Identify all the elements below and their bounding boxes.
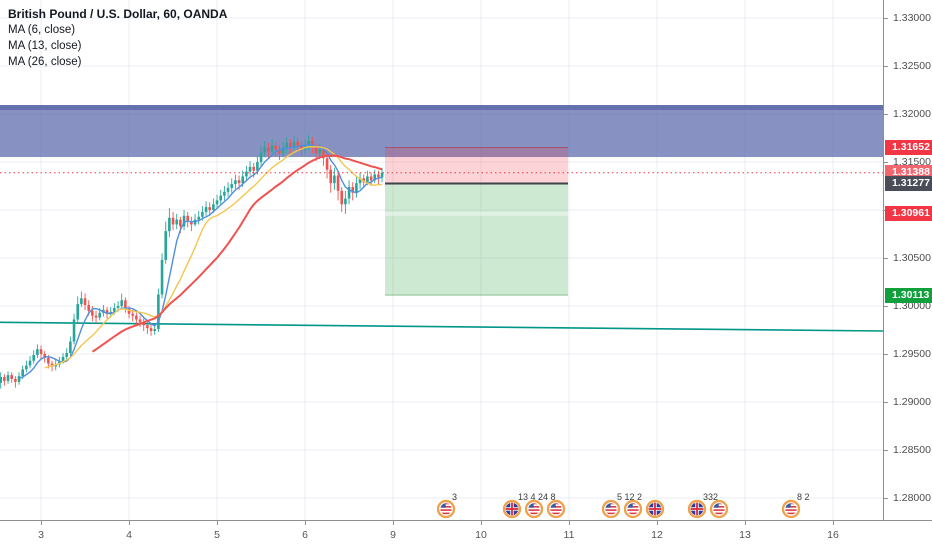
short-position-tool[interactable] [385, 146, 568, 296]
price-level-label: 1.30113 [885, 287, 932, 303]
economic-event-marker[interactable]: 8 2 [781, 492, 810, 519]
event-count-badge: 13 4 24 8 [518, 492, 556, 502]
economic-event-marker[interactable]: 13 4 24 8 [502, 492, 566, 519]
price-tick-label: 1.28500 [884, 443, 932, 457]
price-tick-label: 1.29500 [884, 347, 932, 361]
legend-indicator-ma26[interactable]: MA (26, close) [8, 56, 82, 68]
candlestick-series [0, 135, 384, 389]
ma-line-6 [18, 144, 383, 379]
price-level-label: 1.31652 [885, 139, 932, 155]
economic-event-marker[interactable]: 332 [687, 492, 729, 519]
price-axis[interactable]: 1.28000 1.28500 1.29000 1.29500 1.30000 1.305… [883, 0, 932, 520]
time-tick-label: 6 [285, 521, 325, 541]
time-tick-label: 5 [197, 521, 237, 541]
time-tick-label: 3 [21, 521, 61, 541]
legend: British Pound / U.S. Dollar, 60, OANDA M… [8, 6, 227, 70]
chart-plot[interactable]: 3 13 4 24 8 5 12 2 332 8 2 [0, 0, 883, 520]
event-count-badge: 5 12 2 [617, 492, 642, 502]
legend-indicator-ma6[interactable]: MA (6, close) [8, 24, 76, 36]
legend-indicator-ma13[interactable]: MA (13, close) [8, 40, 82, 52]
economic-event-marker[interactable]: 5 12 2 [601, 492, 665, 519]
price-level-label: 1.31277 [885, 175, 932, 191]
price-tick-label: 1.32000 [884, 107, 932, 121]
time-tick-label: 13 [725, 521, 765, 541]
symbol-title[interactable]: British Pound / U.S. Dollar, 60, OANDA [8, 7, 228, 21]
economic-event-marker[interactable]: 3 [436, 492, 457, 519]
price-tick-label: 1.32500 [884, 59, 932, 73]
grid [0, 0, 883, 520]
price-tick-label: 1.30000 [884, 299, 932, 313]
price-level-label: 1.30961 [885, 206, 932, 222]
price-tick-label: 1.33000 [884, 11, 932, 25]
time-tick-label: 11 [549, 521, 589, 541]
event-count-badge: 3 [452, 492, 457, 502]
supply-zone-drawing[interactable] [0, 105, 883, 158]
ma-line-13 [44, 145, 383, 369]
time-tick-label: 10 [461, 521, 501, 541]
legend-indicator-list: MA (6, close) MA (13, close) MA (26, close… [8, 22, 227, 70]
time-tick-label: 16 [813, 521, 853, 541]
event-count-badge: 332 [703, 492, 718, 502]
time-tick-label: 12 [637, 521, 677, 541]
time-tick-label: 9 [373, 521, 413, 541]
price-tick-label: 1.30500 [884, 251, 932, 265]
time-axis[interactable]: 3 4 5 6 9 10 11 12 13 16 [0, 520, 932, 550]
event-count-badge: 8 2 [797, 492, 810, 502]
ma-line-26 [91, 154, 383, 353]
time-tick-label: 4 [109, 521, 149, 541]
price-tick-label: 1.31500 [884, 155, 932, 169]
price-tick-label: 1.29000 [884, 395, 932, 409]
price-tick-label: 1.28000 [884, 491, 932, 505]
